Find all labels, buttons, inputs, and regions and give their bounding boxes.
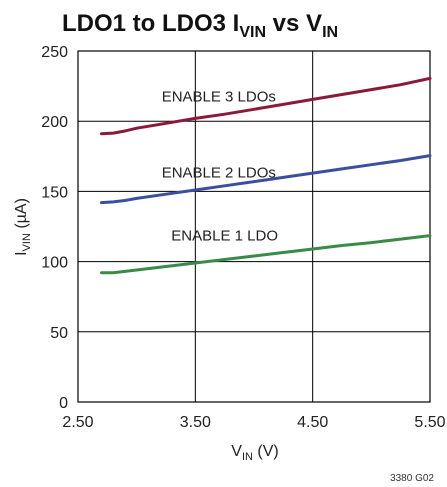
y-tick-label: 100 [41, 255, 68, 272]
y-tick-label: 200 [41, 114, 68, 131]
x-tick-label: 3.50 [180, 414, 211, 431]
series-line-3 [100, 234, 432, 275]
series-line-2 [100, 154, 432, 205]
annotations: ENABLE 3 LDOs ENABLE 2 LDOs ENABLE 1 LDO [162, 89, 278, 245]
y-tick-label: 0 [59, 395, 68, 412]
y-tick-label: 250 [41, 44, 68, 61]
series-group [100, 76, 432, 275]
y-tick-label: 50 [50, 325, 68, 342]
tick-labels: 2.50 3.50 4.50 5.50 0 50 100 150 200 250 [41, 44, 445, 431]
series-annotation: ENABLE 1 LDO [171, 228, 278, 245]
series-annotation: ENABLE 3 LDOs [162, 89, 276, 106]
x-tick-label: 4.50 [297, 414, 328, 431]
y-tick-label: 150 [41, 184, 68, 201]
plot-frame [77, 50, 431, 403]
y-axis-label: IVIN (µA) [13, 198, 33, 256]
x-axis-label: VIN (V) [231, 443, 278, 463]
x-tick-label: 5.50 [414, 414, 445, 431]
x-tick-label: 2.50 [62, 414, 93, 431]
series-line-1 [100, 76, 432, 136]
chart-title: LDO1 to LDO3 IVIN vs VIN [62, 10, 338, 41]
series-annotation: ENABLE 2 LDOs [162, 164, 276, 181]
figure-note: 3380 G02 [390, 473, 434, 484]
